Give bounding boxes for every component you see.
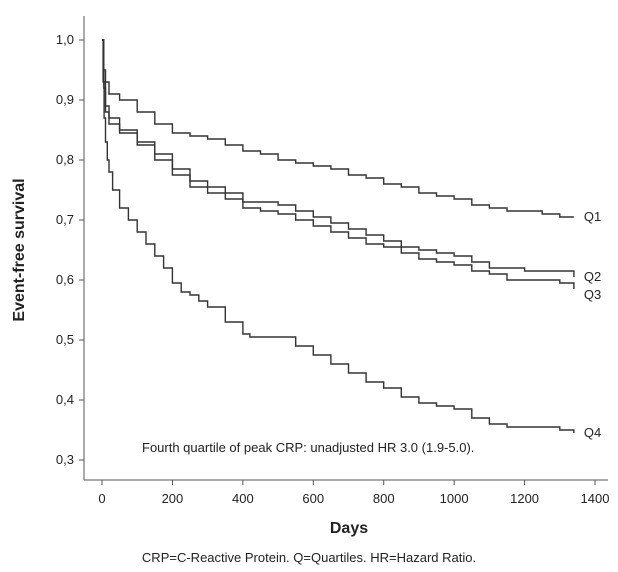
y-tick-label: 0,6	[56, 272, 74, 287]
ticks: 0 200 400 600 800 1000 1200 1400 0,3 0,4 0,5 0,6 0,7…	[56, 32, 610, 506]
hazard-ratio-annotation: Fourth quartile of peak CRP: unadjusted …	[142, 440, 474, 455]
x-tick-label: 1000	[440, 491, 469, 506]
y-tick-label: 0,8	[56, 152, 74, 167]
series-label-q2: Q2	[584, 269, 601, 284]
axes	[83, 16, 608, 481]
series-label-q4: Q4	[584, 425, 601, 440]
series-line-q3	[102, 39, 575, 289]
x-tick-label: 600	[302, 491, 324, 506]
x-tick-label: 0	[98, 491, 105, 506]
series-line-q2	[102, 39, 575, 277]
y-tick-label: 1,0	[56, 32, 74, 47]
series-labels: Q1 Q2 Q3 Q4	[584, 209, 601, 440]
x-tick-label: 400	[232, 491, 254, 506]
x-axis-title: Days	[330, 520, 368, 537]
y-tick-label: 0,9	[56, 92, 74, 107]
survival-chart: 0 200 400 600 800 1000 1200 1400 0,3 0,4 0,5 0,6 0,7…	[11, 16, 610, 537]
series-label-q3: Q3	[584, 287, 601, 302]
series-label-q1: Q1	[584, 209, 601, 224]
y-tick-label: 0,7	[56, 212, 74, 227]
y-tick-label: 0,4	[56, 392, 74, 407]
y-tick-label: 0,5	[56, 332, 74, 347]
series-line-q1	[102, 39, 574, 218]
x-tick-label: 1200	[510, 491, 539, 506]
y-axis-title: Event-free survival	[11, 178, 28, 321]
figure-caption: CRP=C-Reactive Protein. Q=Quartiles. HR=…	[141, 550, 477, 565]
x-tick-label: 800	[373, 491, 395, 506]
y-tick-label: 0,3	[56, 452, 74, 467]
x-tick-label: 1400	[581, 491, 610, 506]
series-line-q4	[102, 39, 575, 433]
x-tick-label: 200	[162, 491, 184, 506]
series-lines	[102, 39, 575, 433]
